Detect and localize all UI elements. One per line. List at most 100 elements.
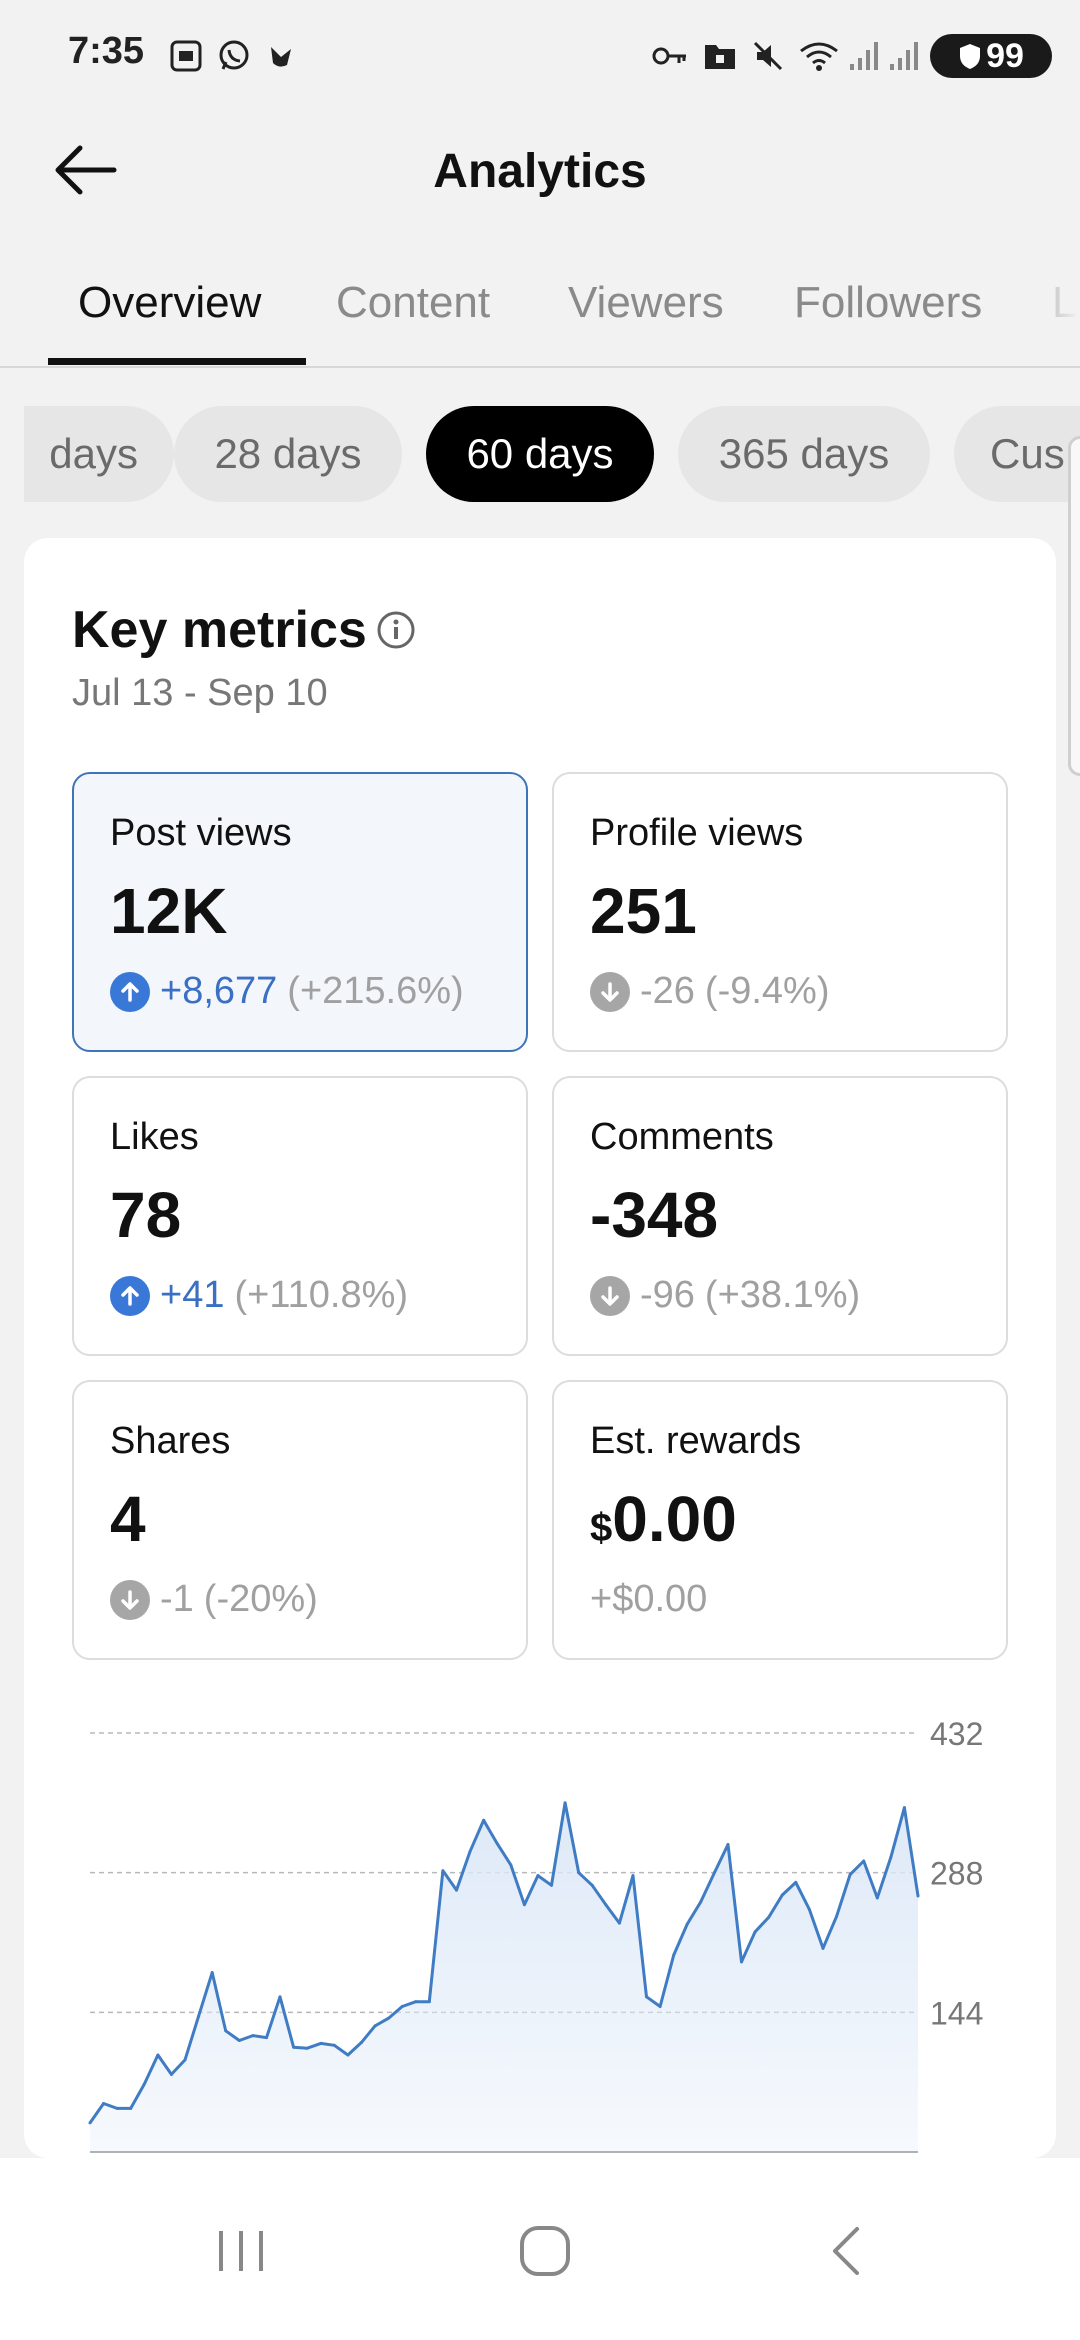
chart-point xyxy=(794,1880,798,1884)
metric-label: Likes xyxy=(110,1116,199,1158)
chart-point xyxy=(88,2121,92,2125)
chart-point xyxy=(237,2038,241,2042)
back-nav-icon[interactable] xyxy=(802,2206,892,2296)
arrow-down-icon xyxy=(590,1275,630,1316)
post-views-chart: 432 288 144 xyxy=(88,1716,983,2153)
chart-point xyxy=(305,2046,309,2050)
range-chip-custom[interactable]: Cus xyxy=(954,406,1080,502)
metric-change: +8,677 (+215.6%) xyxy=(110,970,464,1013)
metric-comments[interactable]: Comments -348 -96 (+38.1%) xyxy=(552,1076,1008,1356)
tab-content[interactable]: Content xyxy=(336,278,491,327)
arrow-left-icon xyxy=(55,145,117,195)
metric-post-views[interactable]: Post views 12K +8,677 (+215.6%) xyxy=(72,772,528,1052)
chart-point xyxy=(550,1883,554,1887)
chart-area xyxy=(90,1802,918,2152)
metric-profile-views[interactable]: Profile views 251 -26 (-9.4%) xyxy=(552,772,1008,1052)
range-chip-365-days[interactable]: 365 days xyxy=(678,406,930,502)
metric-est-rewards[interactable]: Est. rewards $0.00 +$0.00 xyxy=(552,1380,1008,1660)
chart-point xyxy=(332,2043,336,2047)
chart-point xyxy=(264,2036,268,2040)
metric-value-number: 0.00 xyxy=(612,1483,737,1555)
metric-label: Est. rewards xyxy=(590,1420,802,1462)
chart-point xyxy=(617,1921,621,1925)
info-icon[interactable] xyxy=(376,610,416,650)
signal-icon xyxy=(886,38,922,74)
page-title: Analytics xyxy=(433,145,647,198)
chart-point xyxy=(563,1801,567,1805)
metric-delta: +$0.00 xyxy=(590,1578,708,1620)
recents-icon[interactable] xyxy=(196,2206,286,2296)
chart-point xyxy=(536,1874,540,1878)
metric-label: Shares xyxy=(110,1420,231,1462)
metric-value: 251 xyxy=(590,875,697,947)
back-button[interactable] xyxy=(48,138,122,202)
chart-point xyxy=(712,1871,716,1875)
arrow-up-icon xyxy=(110,1275,150,1316)
chart-point xyxy=(346,2053,350,2057)
chart-point xyxy=(807,1908,811,1912)
side-panel-handle[interactable] xyxy=(1068,436,1080,776)
metric-delta: +41 xyxy=(160,1274,225,1316)
chart-point xyxy=(522,1903,526,1907)
chart-point xyxy=(916,1894,920,1898)
chart-point xyxy=(197,2014,201,2018)
tab-bar: Overview Content Viewers Followers L xyxy=(0,250,1080,368)
chart-point xyxy=(862,1859,866,1863)
signal-icon xyxy=(846,38,882,74)
chart-point xyxy=(902,1806,906,1810)
key-icon xyxy=(650,38,690,74)
chart-point xyxy=(427,2000,431,2004)
chart-point xyxy=(577,1871,581,1875)
range-chip-60-days[interactable]: 60 days xyxy=(426,406,654,502)
chart-point xyxy=(183,2058,187,2062)
metric-change: -96 (+38.1%) xyxy=(590,1274,860,1317)
shield-icon xyxy=(960,44,981,69)
chart-point xyxy=(875,1896,879,1900)
metric-value: -348 xyxy=(590,1179,719,1251)
currency-symbol: $ xyxy=(590,1506,613,1550)
chart-point xyxy=(359,2040,363,2044)
chart-point xyxy=(821,1946,825,1950)
metric-percent: (+38.1%) xyxy=(704,1274,861,1316)
chart-point xyxy=(780,1893,784,1897)
chart-tick-label: 288 xyxy=(930,1856,983,1892)
chart-point xyxy=(590,1883,594,1887)
chart-tick-label: 432 xyxy=(930,1716,983,1752)
chart-tick-label: 144 xyxy=(930,1995,983,2031)
metric-delta: -26 xyxy=(640,970,695,1012)
chart-point xyxy=(509,1863,513,1867)
chart-point xyxy=(835,1914,839,1918)
home-icon[interactable] xyxy=(500,2206,590,2296)
chart-series-line xyxy=(88,1801,920,2124)
metric-delta: +8,677 xyxy=(160,970,278,1012)
chart-point xyxy=(441,1869,445,1873)
metric-change: +$0.00 xyxy=(590,1578,707,1621)
date-range: Jul 13 - Sep 10 xyxy=(72,672,328,714)
range-chip-7-days[interactable]: days xyxy=(24,406,174,502)
tab-followers[interactable]: Followers xyxy=(794,278,983,327)
metric-shares[interactable]: Shares 4 -1 (-20%) xyxy=(72,1380,528,1660)
chart-point xyxy=(699,1900,703,1904)
mute-icon xyxy=(748,38,788,74)
tab-fade xyxy=(1020,250,1080,366)
chart-point xyxy=(156,2053,160,2057)
status-bar: 7:35 99 xyxy=(0,0,1080,110)
arrow-down-icon xyxy=(590,971,630,1012)
chart-point xyxy=(726,1843,730,1847)
metric-percent: (-20%) xyxy=(203,1578,318,1620)
chart-point xyxy=(848,1873,852,1877)
chart-point xyxy=(631,1874,635,1878)
active-tab-indicator xyxy=(48,358,306,365)
range-chip-28-days[interactable]: 28 days xyxy=(174,406,402,502)
chart-point xyxy=(129,2106,133,2110)
chart-point xyxy=(468,1849,472,1853)
bird-icon xyxy=(262,38,302,74)
tab-overview[interactable]: Overview xyxy=(78,278,262,327)
chart-point xyxy=(102,2102,106,2106)
metric-likes[interactable]: Likes 78 +41 (+110.8%) xyxy=(72,1076,528,1356)
chart-point xyxy=(740,1960,744,1964)
metric-delta: -1 xyxy=(160,1578,194,1620)
chart-point xyxy=(604,1903,608,1907)
arrow-down-icon xyxy=(110,1579,150,1620)
tab-viewers[interactable]: Viewers xyxy=(568,278,724,327)
